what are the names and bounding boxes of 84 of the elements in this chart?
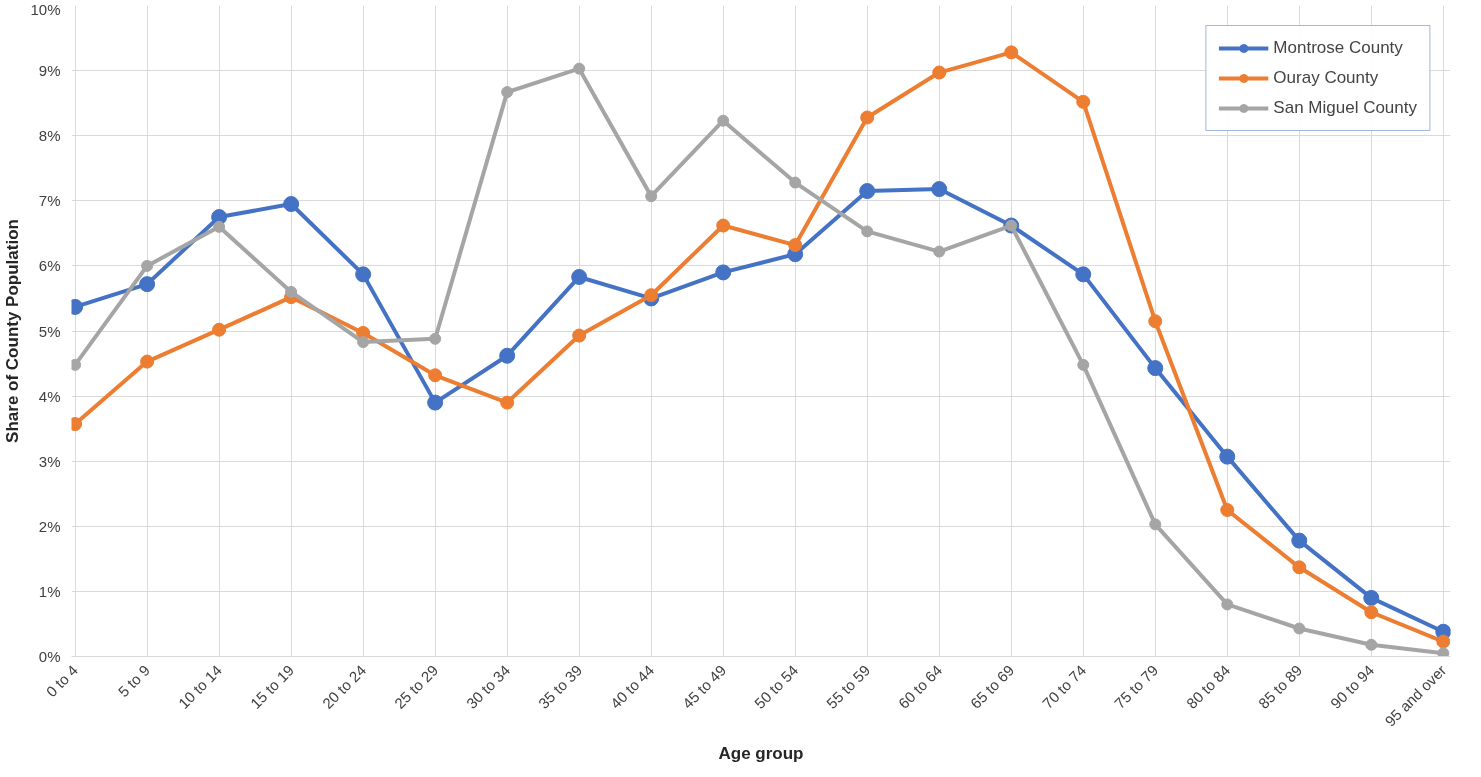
x-tick-label: 60 to 64 xyxy=(894,661,946,712)
y-tick-label: 8% xyxy=(38,127,61,145)
x-tick-label: 5 to 9 xyxy=(114,661,154,701)
point xyxy=(716,218,731,233)
point xyxy=(428,368,443,383)
point xyxy=(212,322,227,337)
x-tick-label: 50 to 54 xyxy=(750,661,802,712)
x-axis-title: Age group xyxy=(718,743,804,763)
x-tick-label: 80 to 84 xyxy=(1182,661,1234,712)
point xyxy=(573,62,586,75)
y-tick-label: 6% xyxy=(38,257,61,275)
point xyxy=(1076,94,1091,109)
point xyxy=(283,196,300,213)
point xyxy=(1364,605,1379,620)
point xyxy=(788,238,803,253)
y-tick-label: 5% xyxy=(38,322,61,340)
point xyxy=(1077,358,1090,371)
x-tick-label: 25 to 29 xyxy=(390,661,442,712)
point xyxy=(931,181,948,198)
x-tick-label: 70 to 74 xyxy=(1038,661,1090,712)
y-axis-title: Share of County Population xyxy=(3,219,23,443)
y-tick-label: 3% xyxy=(38,452,61,470)
point xyxy=(717,114,730,127)
point xyxy=(861,225,874,238)
point xyxy=(571,268,588,285)
x-tick-label: 55 to 59 xyxy=(822,661,874,712)
point xyxy=(1437,647,1450,657)
x-tick-label: 35 to 39 xyxy=(534,661,586,712)
point xyxy=(499,347,516,364)
y-tick-label: 2% xyxy=(38,517,61,535)
point xyxy=(1148,314,1163,329)
x-tick-label: 45 to 49 xyxy=(678,661,730,712)
point xyxy=(860,110,875,125)
y-tick-label: 4% xyxy=(38,387,61,405)
legend-label: San Miguel County xyxy=(1273,98,1417,118)
point xyxy=(429,332,442,345)
point xyxy=(789,176,802,189)
point xyxy=(285,285,298,298)
legend-label: Montrose County xyxy=(1273,38,1403,58)
point xyxy=(1292,560,1307,575)
x-tick-label: 15 to 19 xyxy=(246,661,298,712)
point xyxy=(427,394,444,411)
x-tick-label: 75 to 79 xyxy=(1110,661,1162,712)
point xyxy=(139,276,156,293)
point xyxy=(355,266,372,283)
y-tick-label: 7% xyxy=(38,192,61,210)
point xyxy=(1147,360,1164,377)
point xyxy=(644,288,659,303)
point xyxy=(1221,598,1234,611)
point xyxy=(1293,622,1306,635)
point xyxy=(933,245,946,258)
x-tick-label: 65 to 69 xyxy=(966,661,1018,712)
point xyxy=(1436,634,1451,649)
point xyxy=(357,336,370,349)
x-tick-label: 20 to 24 xyxy=(318,661,370,712)
point xyxy=(140,354,155,369)
point xyxy=(1219,448,1236,465)
point xyxy=(71,358,82,371)
point xyxy=(501,86,514,99)
x-tick-label: 40 to 44 xyxy=(606,661,658,712)
x-tick-label: 30 to 34 xyxy=(462,661,514,712)
point xyxy=(932,65,947,80)
point xyxy=(1220,503,1235,518)
point xyxy=(1291,532,1308,549)
y-tick-label: 10% xyxy=(30,0,61,18)
legend-label: Ouray County xyxy=(1273,68,1379,88)
point xyxy=(141,259,154,272)
x-tick-label: 90 to 94 xyxy=(1326,661,1378,712)
point xyxy=(859,183,876,200)
x-tick-label: 85 to 89 xyxy=(1254,661,1306,712)
point xyxy=(1149,518,1162,531)
x-tick-label: 95 and over xyxy=(1381,661,1450,730)
x-tick-label: 10 to 14 xyxy=(174,661,226,712)
point xyxy=(1004,45,1019,60)
point xyxy=(715,264,732,281)
point xyxy=(1075,266,1092,283)
point xyxy=(1365,638,1378,651)
point xyxy=(1363,589,1380,606)
point xyxy=(645,190,658,203)
y-tick-label: 9% xyxy=(38,62,61,80)
point xyxy=(572,328,587,343)
point xyxy=(213,220,226,233)
y-tick-label: 1% xyxy=(38,582,61,600)
point xyxy=(500,395,515,410)
